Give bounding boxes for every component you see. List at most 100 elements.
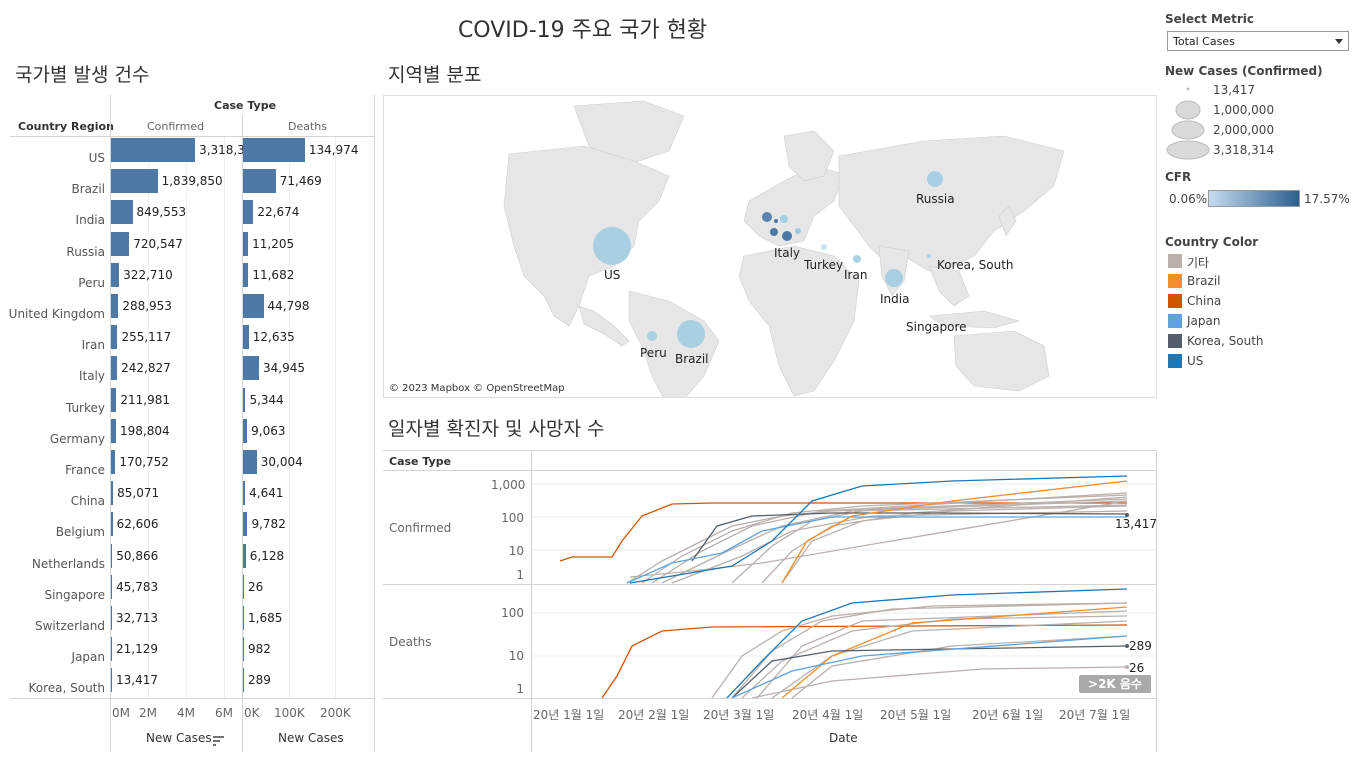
deaths-bar[interactable] <box>243 169 276 194</box>
line-row-header-divider <box>531 450 532 752</box>
deaths-value: 982 <box>248 642 271 657</box>
line-section-title: 일자별 확진자 및 사망자 수 <box>388 418 605 440</box>
legend-swatch[interactable] <box>1168 274 1182 288</box>
country-label[interactable]: France <box>65 463 105 477</box>
country-label[interactable]: Brazil <box>71 182 106 197</box>
deaths-bar[interactable] <box>243 543 246 568</box>
country-label[interactable]: Germany <box>49 431 105 446</box>
deaths-bar[interactable] <box>243 387 246 412</box>
country-label[interactable]: United Kingdom <box>8 307 105 321</box>
confirmed-bar[interactable] <box>111 231 130 256</box>
legend-label[interactable]: US <box>1187 354 1204 368</box>
deaths-bar[interactable] <box>243 231 249 256</box>
map-land-svg <box>503 100 1065 397</box>
country-label[interactable]: Switzerland <box>35 619 105 633</box>
legend-swatch[interactable] <box>1168 254 1182 268</box>
country-label[interactable]: Singapore <box>44 587 105 602</box>
confirmed-bar[interactable] <box>111 200 133 225</box>
confirmed-bar[interactable] <box>111 294 119 318</box>
country-label[interactable]: Italy <box>78 369 105 384</box>
deaths-value: 11,682 <box>252 267 295 282</box>
country-label[interactable]: Japan <box>71 650 105 665</box>
country-label[interactable]: India <box>75 213 105 228</box>
legend-swatch[interactable] <box>1168 294 1182 308</box>
deaths-bar[interactable] <box>243 356 259 381</box>
deaths-value: 44,798 <box>267 299 310 313</box>
sort-icon[interactable] <box>213 731 224 746</box>
country-label[interactable]: Iran <box>81 338 105 353</box>
null-values-badge[interactable]: >2K 음수 <box>1079 675 1151 693</box>
deaths-value: 30,004 <box>260 455 303 469</box>
metric-dropdown-value: Total Cases <box>1173 35 1235 48</box>
confirmed-value: 21,129 <box>116 642 158 657</box>
country-label[interactable]: Turkey <box>65 400 105 415</box>
line-top-divider <box>383 450 1157 451</box>
country-label[interactable]: Belgium <box>55 525 105 540</box>
world-map[interactable]: US Brazil Peru Russia Italy Turkey Iran … <box>383 95 1157 398</box>
map-label-brazil: Brazil <box>675 352 709 366</box>
deaths-bar[interactable] <box>243 262 249 287</box>
deaths-bar[interactable] <box>243 200 254 225</box>
legend-swatch[interactable] <box>1168 314 1182 328</box>
confirmed-bar[interactable] <box>111 574 113 599</box>
line-right-border <box>1156 450 1157 752</box>
x-tick-jun: 20년 6월 1일 <box>972 708 1044 722</box>
confirmed-bar[interactable] <box>111 606 112 630</box>
country-label[interactable]: Russia <box>66 244 105 259</box>
deaths-bar[interactable] <box>243 138 305 162</box>
deaths-value: 6,128 <box>249 548 285 563</box>
deaths-bar[interactable] <box>243 325 249 350</box>
x-axis-title: Date <box>829 731 858 745</box>
confirmed-bar[interactable] <box>111 418 117 443</box>
x-tick-apr: 20년 4월 1일 <box>792 708 864 722</box>
confirmed-bar[interactable] <box>111 543 113 568</box>
confirmed-value: 170,752 <box>119 455 169 469</box>
confirmed-bar[interactable] <box>111 169 158 194</box>
cfr-legend-title: CFR <box>1165 170 1192 184</box>
confirmed-bar[interactable] <box>111 450 116 474</box>
legend-swatch[interactable] <box>1168 334 1182 348</box>
confirmed-bar[interactable] <box>111 138 196 162</box>
deaths-value: 9,782 <box>251 517 286 532</box>
deaths-bar[interactable] <box>243 606 244 630</box>
confirmed-bar[interactable] <box>111 637 112 662</box>
deaths-bar[interactable] <box>243 574 244 599</box>
confirmed-bar[interactable] <box>111 512 113 537</box>
confirmed-bar[interactable] <box>111 325 118 350</box>
deaths-value: 9,063 <box>251 423 286 438</box>
confirmed-bar[interactable] <box>111 481 114 506</box>
deaths-bar[interactable] <box>243 637 244 662</box>
map-attribution[interactable]: © 2023 Mapbox © OpenStreetMap <box>389 383 565 394</box>
deaths-y-tick-1: 1 <box>516 682 524 696</box>
deaths-bar[interactable] <box>243 668 244 693</box>
deaths-bar[interactable] <box>243 294 264 318</box>
deaths-bar[interactable] <box>243 450 257 474</box>
deaths-bar[interactable] <box>243 481 246 506</box>
deaths-value: 22,674 <box>257 205 300 220</box>
confirmed-bar[interactable] <box>111 356 118 381</box>
map-label-russia: Russia <box>916 192 955 206</box>
country-label[interactable]: Korea, South <box>28 681 105 696</box>
legend-label[interactable]: 기타 <box>1187 256 1210 270</box>
country-label[interactable]: Netherlands <box>31 556 105 571</box>
country-label[interactable]: China <box>70 494 105 509</box>
confirmed-bar[interactable] <box>111 262 120 287</box>
deaths-x-label: New Cases <box>278 731 344 745</box>
confirmed-bar[interactable] <box>111 387 117 412</box>
legend-label[interactable]: Japan <box>1187 314 1221 328</box>
deaths-value: 1,685 <box>248 611 283 625</box>
legend-label[interactable]: Brazil <box>1187 274 1221 288</box>
legend-swatch[interactable] <box>1168 354 1182 368</box>
confirmed-bar[interactable] <box>111 668 112 693</box>
deaths-value: 71,469 <box>279 174 322 189</box>
country-label[interactable]: Peru <box>78 275 105 290</box>
metric-dropdown[interactable]: Total Cases <box>1167 31 1349 51</box>
deaths-bar[interactable] <box>243 418 248 443</box>
country-region-header[interactable]: Country Region <box>18 120 114 133</box>
legend-label[interactable]: China <box>1187 294 1222 308</box>
country-label[interactable]: US <box>88 151 105 165</box>
confirmed-value: 720,547 <box>133 236 183 251</box>
deaths-bar[interactable] <box>243 512 248 537</box>
line-plot-svg[interactable] <box>532 471 1156 698</box>
legend-label[interactable]: Korea, South <box>1187 334 1264 348</box>
